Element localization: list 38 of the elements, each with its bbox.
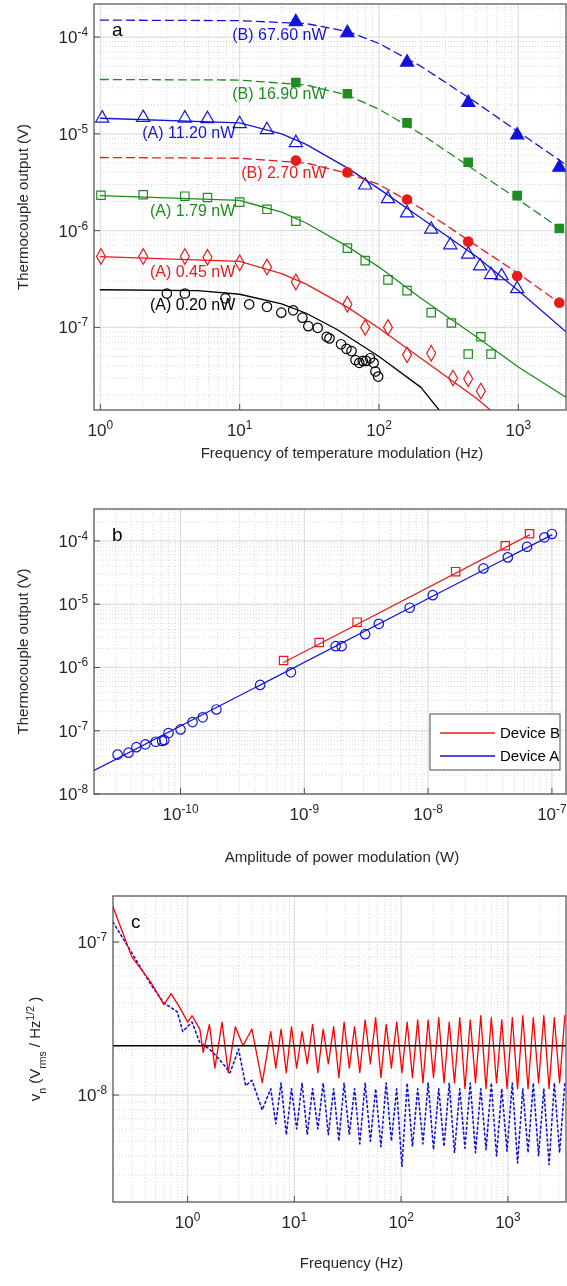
- series-label: (A) 11.20 nW: [142, 124, 237, 142]
- y-tick-label: 10$^{-5}$: [58, 592, 89, 615]
- y-tick-label: 10$^{-7}$: [58, 315, 89, 338]
- x-axis-title: Frequency of temperature modulation (Hz): [200, 444, 484, 461]
- annotation: a: [112, 19, 123, 40]
- legend-label: Device B: [500, 724, 561, 741]
- x-tick-label: 10$^{2}$: [388, 1210, 415, 1232]
- y-tick-label: 10$^{-8}$: [58, 782, 89, 804]
- series-label: (A) 0.20 nW: [149, 295, 237, 313]
- series-label: (B) 67.60 nW: [232, 26, 328, 44]
- y-tick-label: 10$^{-6}$: [58, 218, 89, 241]
- x-axis-title: Amplitude of power modulation (W): [224, 848, 460, 865]
- legend-label: Device A: [500, 747, 560, 764]
- x-tick-label: 10$^{3}$: [505, 418, 532, 440]
- series-label: (B) 2.70 nW: [241, 163, 328, 181]
- y-tick-label: 10$^{-4}$: [58, 25, 89, 48]
- x-tick-label: 10$^{-7}$: [537, 802, 567, 824]
- y-axis-title: Thermocouple output (V): [14, 568, 31, 735]
- y-tick-label: 10$^{-6}$: [58, 655, 89, 678]
- x-tick-label: 10$^{2}$: [366, 418, 393, 440]
- x-tick-label: 10$^{0}$: [87, 418, 114, 440]
- annotation: c: [131, 911, 141, 932]
- y-tick-label: 10$^{-5}$: [58, 121, 89, 144]
- x-tick-label: 10$^{3}$: [495, 1210, 522, 1232]
- x-axis-title: Frequency (Hz): [299, 1254, 404, 1271]
- x-tick-label: 10$^{1}$: [281, 1210, 308, 1232]
- x-tick-label: 10$^{1}$: [226, 418, 253, 440]
- x-tick-label: 10$^{0}$: [174, 1210, 201, 1232]
- y-axis-title: Thermocouple output (V): [14, 124, 31, 290]
- x-tick-label: 10$^{-10}$: [162, 802, 199, 824]
- x-tick-label: 10$^{-8}$: [413, 802, 444, 824]
- series-label: (A) 1.79 nW: [149, 201, 237, 219]
- series-label: (A) 0.45 nW: [149, 262, 237, 280]
- x-tick-label: 10$^{-9}$: [289, 802, 320, 824]
- series-label: (B) 16.90 nW: [232, 85, 328, 103]
- annotation: b: [112, 524, 123, 545]
- y-tick-label: 10$^{-4}$: [58, 528, 89, 551]
- y-tick-label: 10$^{-7}$: [58, 718, 89, 741]
